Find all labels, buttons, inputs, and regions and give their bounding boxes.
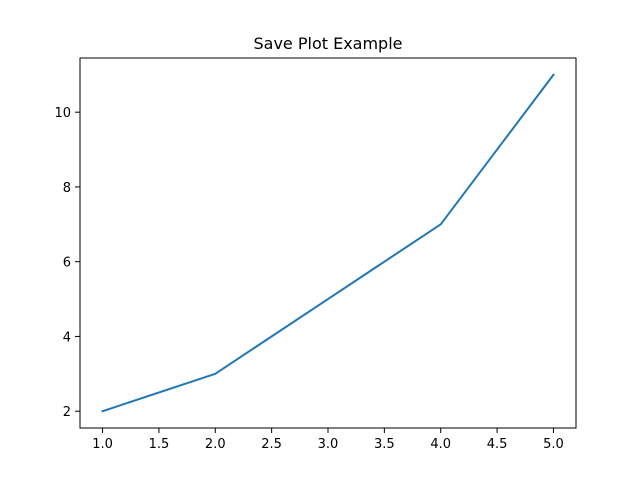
- x-tick-label: 4.0: [430, 437, 451, 452]
- y-tick-label: 6: [63, 256, 71, 271]
- y-tick-label: 8: [63, 181, 71, 196]
- x-tick-label: 2.0: [205, 437, 226, 452]
- y-tick-label: 2: [63, 405, 71, 420]
- y-axis-ticks: 2 4 6 8 10: [54, 106, 80, 420]
- y-tick-label: 4: [63, 330, 71, 345]
- x-tick-label: 1.0: [92, 437, 113, 452]
- x-tick-label: 3.0: [318, 437, 339, 452]
- x-tick-label: 1.5: [149, 437, 170, 452]
- chart-title: Save Plot Example: [253, 34, 402, 53]
- plot-area: [101, 73, 555, 413]
- x-tick-label: 2.5: [261, 437, 282, 452]
- x-tick-label: 3.5: [374, 437, 395, 452]
- x-axis-ticks: 1.0 1.5 2.0 2.5 3.0 3.5 4.0 4.5 5.0: [92, 428, 564, 452]
- series-line: [101, 73, 555, 413]
- y-tick-label: 10: [54, 106, 71, 121]
- x-tick-label: 5.0: [543, 437, 564, 452]
- axes-frame: [79, 57, 577, 429]
- x-tick-label: 4.5: [487, 437, 508, 452]
